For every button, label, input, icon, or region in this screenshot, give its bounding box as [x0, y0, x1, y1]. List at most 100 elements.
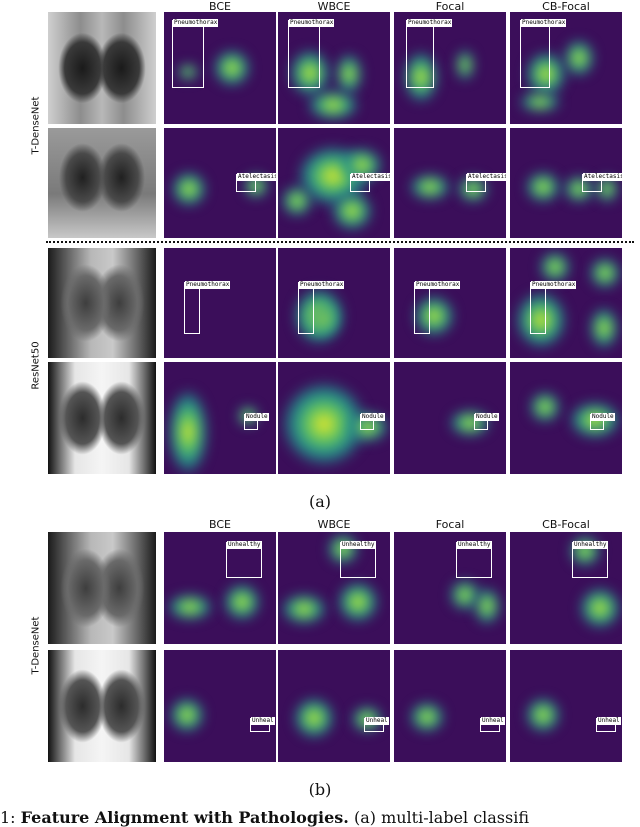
heatmap-cell: Unheal [278, 650, 390, 762]
pathology-tag: Atelectasis [467, 173, 506, 181]
activation-blob [338, 582, 378, 622]
heatmap-cell: Pneumothorax [394, 12, 506, 124]
activation-blob [282, 186, 312, 216]
activation-blob [526, 172, 560, 202]
bounding-box [530, 282, 546, 334]
pathology-tag: Pneumothorax [521, 19, 567, 27]
activation-blob [474, 588, 500, 624]
bounding-box [406, 20, 434, 88]
heatmap-cell: Pneumothorax [510, 248, 622, 358]
activation-blob [520, 92, 560, 112]
activation-blob [178, 64, 198, 80]
activation-blob [540, 252, 570, 282]
chest-xray-image [48, 248, 156, 358]
activation-blob [290, 50, 330, 96]
activation-blob [410, 174, 450, 200]
pathology-tag: Unhealthy [341, 541, 376, 549]
caption-prefix: 1: [0, 808, 21, 827]
group-divider [46, 241, 634, 243]
bounding-box [414, 282, 430, 334]
col-header-b-wbce: WBCE [317, 518, 351, 531]
pathology-tag: Pneumothorax [415, 281, 461, 289]
chest-xray-image [48, 532, 156, 644]
activation-blob [590, 308, 618, 348]
activation-blob [214, 50, 250, 86]
row-group-label-tdensenet-a: T-DenseNet [30, 96, 42, 155]
activation-blob [328, 534, 358, 564]
heatmap-cell: Unhealthy [510, 532, 622, 644]
activation-blob [516, 292, 566, 348]
col-header-bce: BCE [209, 0, 231, 13]
col-header-cb-focal: CB-Focal [542, 0, 590, 13]
row-group-label-resnet50: ResNet50 [30, 341, 42, 390]
heatmap-cell: Atelectasis [278, 128, 390, 238]
activation-blob [224, 584, 260, 620]
pathology-tag: Unhealthy [227, 541, 262, 549]
activation-blob [590, 258, 620, 288]
heatmap-cell: Pneumothorax [394, 248, 506, 358]
activation-blob [168, 390, 208, 474]
pathology-tag: Atelectasis [583, 173, 622, 181]
pathology-tag: Nodule [475, 413, 499, 421]
col-header-b-cb-focal: CB-Focal [542, 518, 590, 531]
heatmap-cell: Pneumothorax [278, 248, 390, 358]
activation-blob [530, 392, 560, 422]
figure-caption: 1: Feature Alignment with Pathologies. (… [0, 808, 640, 827]
pathology-tag: Pneumothorax [299, 281, 345, 289]
col-header-wbce: WBCE [317, 0, 351, 13]
caption-bold: Feature Alignment with Pathologies. [20, 808, 349, 827]
bounding-box [184, 282, 200, 334]
pathology-tag: Nodule [591, 413, 615, 421]
activation-blob [526, 698, 560, 732]
row-group-label-tdensenet-b: T-DenseNet [30, 616, 42, 675]
caption-rest: (a) multi-label classifi [348, 808, 530, 827]
activation-blob [172, 172, 206, 206]
activation-blob [404, 52, 438, 102]
activation-blob [308, 90, 358, 120]
activation-blob [564, 40, 594, 76]
pathology-tag: Nodule [361, 413, 385, 421]
sublabel-b: (b) [308, 780, 332, 799]
bounding-box [520, 20, 550, 88]
pathology-tag: Unheal [365, 717, 389, 725]
heatmap-cell: Pneumothorax [164, 248, 276, 358]
pathology-tag: Pneumothorax [531, 281, 577, 289]
heatmap-cell: Unheal [164, 650, 276, 762]
heatmap-cell: Atelectasis [164, 128, 276, 238]
heatmap-cell: Atelectasis [394, 128, 506, 238]
activation-blob [456, 50, 474, 80]
heatmap-cell: Unhealthy [164, 532, 276, 644]
heatmap-cell: Pneumothorax [164, 12, 276, 124]
pathology-tag: Nodule [245, 413, 269, 421]
chest-xray-image [48, 650, 156, 762]
heatmap-cell: Nodule [394, 362, 506, 474]
activation-blob [168, 594, 212, 620]
heatmap-cell: Nodule [164, 362, 276, 474]
activation-blob [336, 54, 362, 94]
pathology-tag: Unhealthy [457, 541, 492, 549]
col-header-b-bce: BCE [209, 518, 231, 531]
bounding-box [172, 20, 204, 88]
heatmap-cell: Unhealthy [394, 532, 506, 644]
pathology-tag: Pneumothorax [407, 19, 453, 27]
pathology-tag: Atelectasis [237, 173, 276, 181]
chest-xray-image [48, 128, 156, 238]
bounding-box [288, 20, 320, 88]
pathology-tag: Unheal [481, 717, 505, 725]
pathology-tag: Atelectasis [351, 173, 390, 181]
activation-blob [414, 296, 454, 336]
pathology-tag: Unhealthy [573, 541, 608, 549]
bounding-box [298, 282, 314, 334]
activation-blob [526, 52, 566, 96]
heatmap-cell: Unheal [394, 650, 506, 762]
activation-blob [170, 698, 204, 732]
activation-blob [410, 702, 444, 732]
activation-blob [580, 588, 620, 628]
col-header-b-focal: Focal [435, 518, 465, 531]
sublabel-a: (a) [308, 492, 332, 511]
pathology-tag: Pneumothorax [185, 281, 231, 289]
pathology-tag: Pneumothorax [173, 19, 219, 27]
pathology-tag: Unheal [597, 717, 621, 725]
heatmap-cell: Unhealthy [278, 532, 390, 644]
